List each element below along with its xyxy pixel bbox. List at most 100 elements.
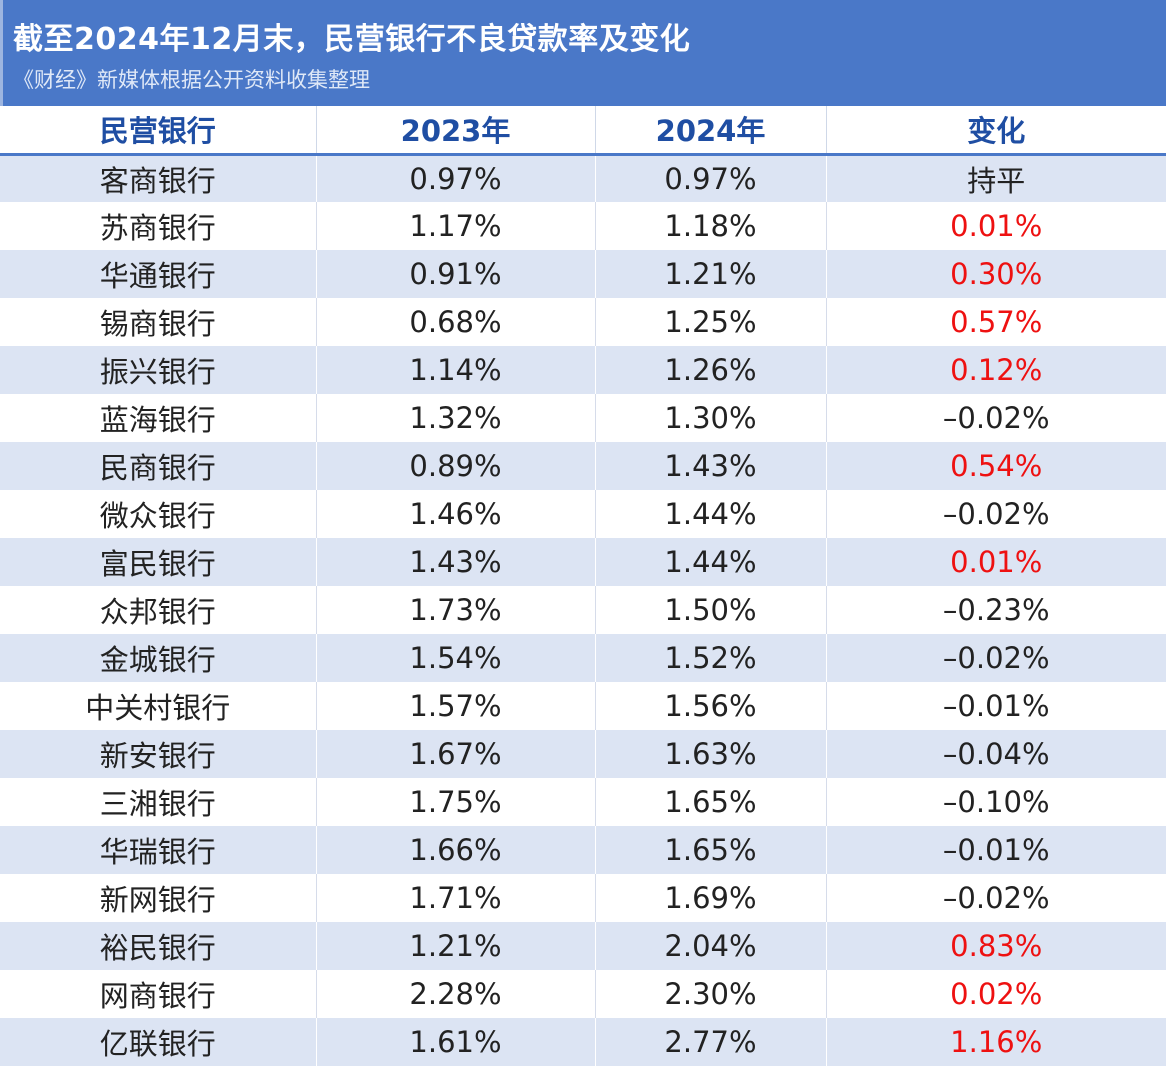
change-cell: 0.12%	[826, 346, 1166, 394]
change-cell: –0.01%	[826, 826, 1166, 874]
table-row: 苏商银行 1.17% 1.18% 0.01%	[0, 202, 1166, 250]
rate-2023-cell: 1.57%	[316, 682, 596, 730]
change-cell: –0.23%	[826, 586, 1166, 634]
bank-name-cell: 振兴银行	[0, 346, 317, 394]
bank-name-cell: 金城银行	[0, 634, 317, 682]
change-cell: 0.02%	[826, 970, 1166, 1018]
table-row: 三湘银行 1.75% 1.65% –0.10%	[0, 778, 1166, 826]
rate-2023-cell: 1.54%	[316, 634, 596, 682]
title-banner: 截至2024年12月末，民营银行不良贷款率及变化 《财经》新媒体根据公开资料收集…	[0, 0, 1166, 106]
column-header-2023: 2023年	[316, 106, 596, 156]
rate-2024-cell: 1.43%	[595, 442, 827, 490]
rate-2023-cell: 1.61%	[316, 1018, 596, 1066]
table-row: 富民银行 1.43% 1.44% 0.01%	[0, 538, 1166, 586]
rate-2024-cell: 1.65%	[595, 778, 827, 826]
rate-2023-cell: 1.21%	[316, 922, 596, 970]
rate-2023-cell: 1.43%	[316, 538, 596, 586]
bank-name-cell: 富民银行	[0, 538, 317, 586]
change-cell: –0.02%	[826, 874, 1166, 922]
bank-name-cell: 新安银行	[0, 730, 317, 778]
table-body: 客商银行 0.97% 0.97% 持平 苏商银行 1.17% 1.18% 0.01% 华通银行 0…	[0, 154, 1166, 1066]
rate-2023-cell: 0.68%	[316, 298, 596, 346]
rate-2023-cell: 0.91%	[316, 250, 596, 298]
rate-2024-cell: 1.50%	[595, 586, 827, 634]
change-cell: 1.16%	[826, 1018, 1166, 1066]
rate-2023-cell: 2.28%	[316, 970, 596, 1018]
rate-2024-cell: 2.30%	[595, 970, 827, 1018]
rate-2024-cell: 1.21%	[595, 250, 827, 298]
table-row: 客商银行 0.97% 0.97% 持平	[0, 154, 1166, 202]
table-row: 华瑞银行 1.66% 1.65% –0.01%	[0, 826, 1166, 874]
page-title: 截至2024年12月末，民营银行不良贷款率及变化	[13, 22, 691, 57]
table-row: 新安银行 1.67% 1.63% –0.04%	[0, 730, 1166, 778]
bank-name-cell: 微众银行	[0, 490, 317, 538]
change-cell: 0.54%	[826, 442, 1166, 490]
bank-name-cell: 华瑞银行	[0, 826, 317, 874]
table-row: 亿联银行 1.61% 2.77% 1.16%	[0, 1018, 1166, 1066]
rate-2024-cell: 1.26%	[595, 346, 827, 394]
rate-2024-cell: 1.25%	[595, 298, 827, 346]
rate-2023-cell: 0.89%	[316, 442, 596, 490]
rate-2024-cell: 1.63%	[595, 730, 827, 778]
change-cell: –0.01%	[826, 682, 1166, 730]
change-cell: –0.02%	[826, 634, 1166, 682]
change-cell: –0.04%	[826, 730, 1166, 778]
table-row: 微众银行 1.46% 1.44% –0.02%	[0, 490, 1166, 538]
rate-2023-cell: 0.97%	[316, 154, 596, 202]
table-row: 金城银行 1.54% 1.52% –0.02%	[0, 634, 1166, 682]
bank-name-cell: 蓝海银行	[0, 394, 317, 442]
bank-name-cell: 锡商银行	[0, 298, 317, 346]
bank-name-cell: 客商银行	[0, 154, 317, 202]
change-cell: –0.02%	[826, 490, 1166, 538]
rate-2024-cell: 1.56%	[595, 682, 827, 730]
column-header-change: 变化	[826, 106, 1166, 156]
bank-name-cell: 民商银行	[0, 442, 317, 490]
rate-2023-cell: 1.32%	[316, 394, 596, 442]
table-row: 蓝海银行 1.32% 1.30% –0.02%	[0, 394, 1166, 442]
table-row: 华通银行 0.91% 1.21% 0.30%	[0, 250, 1166, 298]
table-row: 众邦银行 1.73% 1.50% –0.23%	[0, 586, 1166, 634]
bank-name-cell: 中关村银行	[0, 682, 317, 730]
rate-2023-cell: 1.46%	[316, 490, 596, 538]
rate-2024-cell: 1.30%	[595, 394, 827, 442]
table-row: 中关村银行 1.57% 1.56% –0.01%	[0, 682, 1166, 730]
rate-2023-cell: 1.75%	[316, 778, 596, 826]
rate-2024-cell: 2.77%	[595, 1018, 827, 1066]
column-header-bank: 民营银行	[0, 106, 317, 156]
rate-2023-cell: 1.14%	[316, 346, 596, 394]
rate-2024-cell: 1.44%	[595, 490, 827, 538]
table-row: 裕民银行 1.21% 2.04% 0.83%	[0, 922, 1166, 970]
rate-2024-cell: 1.18%	[595, 202, 827, 250]
rate-2023-cell: 1.73%	[316, 586, 596, 634]
table-row: 新网银行 1.71% 1.69% –0.02%	[0, 874, 1166, 922]
bank-name-cell: 三湘银行	[0, 778, 317, 826]
rate-2023-cell: 1.71%	[316, 874, 596, 922]
rate-2024-cell: 0.97%	[595, 154, 827, 202]
rate-2024-cell: 2.04%	[595, 922, 827, 970]
change-cell: 持平	[826, 154, 1166, 202]
change-cell: –0.02%	[826, 394, 1166, 442]
rate-2024-cell: 1.69%	[595, 874, 827, 922]
change-cell: 0.57%	[826, 298, 1166, 346]
rate-2023-cell: 1.17%	[316, 202, 596, 250]
rate-2023-cell: 1.66%	[316, 826, 596, 874]
bank-name-cell: 华通银行	[0, 250, 317, 298]
source-note: 《财经》新媒体根据公开资料收集整理	[13, 68, 370, 92]
table-header-row: 民营银行 2023年 2024年 变化	[0, 106, 1166, 156]
change-cell: 0.01%	[826, 538, 1166, 586]
table-row: 振兴银行 1.14% 1.26% 0.12%	[0, 346, 1166, 394]
change-cell: 0.01%	[826, 202, 1166, 250]
change-cell: 0.30%	[826, 250, 1166, 298]
table-row: 民商银行 0.89% 1.43% 0.54%	[0, 442, 1166, 490]
bank-name-cell: 裕民银行	[0, 922, 317, 970]
bank-name-cell: 众邦银行	[0, 586, 317, 634]
bank-name-cell: 亿联银行	[0, 1018, 317, 1066]
change-cell: 0.83%	[826, 922, 1166, 970]
bank-name-cell: 苏商银行	[0, 202, 317, 250]
npl-table: 民营银行 2023年 2024年 变化 客商银行 0.97% 0.97% 持平 苏商银行…	[0, 106, 1166, 1066]
bank-name-cell: 新网银行	[0, 874, 317, 922]
column-header-2024: 2024年	[595, 106, 827, 156]
rate-2024-cell: 1.65%	[595, 826, 827, 874]
rate-2023-cell: 1.67%	[316, 730, 596, 778]
